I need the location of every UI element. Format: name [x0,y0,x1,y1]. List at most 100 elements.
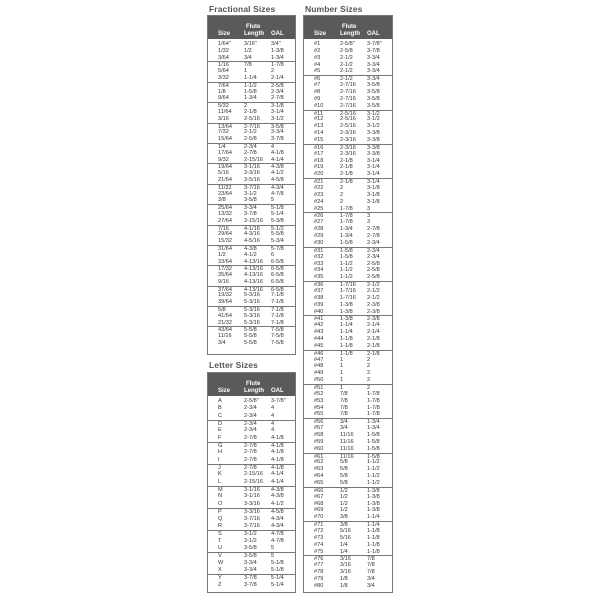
table-row: 17/64 2-7/8 4-1/8 [208,150,295,157]
cell-oal: 4-3/8 [271,487,284,494]
table-row: 35/64 4-13/16 6-5/8 [208,272,295,279]
cell-oal: 3-1/8 [367,198,380,205]
cell-oal: 2-3/8 [367,316,380,323]
table-row: #76 3/16 7/8 [304,555,392,562]
cell-oal: 4 [271,143,275,150]
cell-flute-length: 2-7/16 [244,123,260,130]
cell-size: #19 [314,164,324,171]
cell-size: #28 [314,226,324,233]
table-row: #69 1/2 1-3/8 [304,507,392,514]
cell-size: #14 [314,130,324,137]
header-length: Length [244,388,264,394]
cell-flute-length: 5-5/8 [244,327,257,334]
cell-size: #70 [314,514,324,521]
table-row: W 3-3/4 5-1/8 [208,560,295,567]
cell-size: 27/64 [218,217,232,224]
cell-size: 17/32 [218,266,232,273]
cell-oal: 3-5/8 [367,102,380,109]
table-row: 5/8 5-3/16 7-1/8 [208,306,295,313]
cell-oal: 3-1/8 [367,191,380,198]
table-row: #63 5/8 1-1/2 [304,466,392,473]
cell-flute-length: 1-7/8 [340,205,353,212]
cell-flute-length: 2-3/16 [340,144,356,151]
cell-flute-length: 1-7/8 [340,213,353,220]
fractional-sizes-table: Size Flute Length OAL 1/64" 3/16" 3/4" 1/32 1/2 1… [207,15,296,355]
cell-oal: 4-1/8 [271,449,284,456]
cell-flute-length: 2-15/16 [244,156,263,163]
cell-flute-length: 3/16 [340,556,351,563]
cell-flute-length: 1-1/4 [340,329,353,336]
cell-flute-length: 4-1/2 [244,251,257,258]
table-row: F 2-7/8 4-1/8 [208,435,295,442]
letter-sizes-table: Size Flute Length OAL A 2-5/8" 3-7/8" B 2-3/4 4 C 2… [207,372,296,593]
cell-oal: 3-3/4 [367,76,380,83]
cell-size: #15 [314,137,324,144]
cell-oal: 6-5/8 [271,272,284,279]
table-row: #35 1-1/2 2-5/8 [304,274,392,281]
table-row: #68 1/2 1-3/8 [304,501,392,508]
table-row: 7/64 1-1/2 2-5/8 [208,81,295,89]
cell-size: #35 [314,274,324,281]
table-row: #30 1-5/8 2-3/4 [304,240,392,247]
table-row: 43/64 5-5/8 7-5/8 [208,326,295,333]
cell-flute-length: 2-1/8 [244,108,257,115]
table-body: #1 2-5/8" 3-7/8" #2 2-5/8 3-7/8 #3 2-1/2 3-3/4 #4… [304,39,392,590]
table-row: 3/8 3-5/8 5 [208,197,295,204]
cell-oal: 7-5/8 [271,327,284,334]
table-row: E 2-3/4 4 [208,427,295,434]
cell-oal: 3-3/4 [367,68,380,75]
table-row: 23/64 3-1/2 4-7/8 [208,191,295,198]
table-row: #13 2-5/16 3-1/2 [304,123,392,130]
cell-flute-length: 3-1/2 [244,190,257,197]
cell-flute-length: 2-5/8" [244,398,259,404]
cell-flute-length: 3-5/8 [244,197,257,204]
table-row: B 2-3/4 4 [208,405,295,412]
cell-oal: 5-7/8 [271,245,284,252]
cell-flute-length: 1 [340,356,344,363]
cell-flute-length: 2 [244,103,248,110]
header-size: Size [218,388,231,394]
cell-oal: 5-1/8 [271,566,284,573]
cell-flute-length: 3/8 [340,514,348,521]
table-row: 1/2 4-1/2 6 [208,252,295,259]
table-row: 13/32 3-7/8 5-1/4 [208,211,295,218]
table-row: #10 2-7/16 3-5/8 [304,103,392,110]
cell-flute-length: 2-15/16 [244,478,263,485]
cell-oal: 7-1/8 [271,307,284,314]
cell-size: #9 [314,95,321,102]
cell-flute-length: 1-5/8 [340,253,353,260]
cell-size: #78 [314,569,324,576]
cell-size: #47 [314,356,324,363]
cell-size: 7/32 [218,129,229,136]
cell-flute-length: 2-5/16 [340,110,356,117]
fractional-sizes-title: Fractional Sizes [209,4,276,14]
table-row: #75 1/4 1-1/8 [304,549,392,556]
table-row: #34 1-1/2 2-5/8 [304,267,392,274]
cell-flute-length: 5/16 [340,534,351,541]
cell-flute-length: 4-13/16 [244,258,263,265]
cell-size: #12 [314,116,324,123]
table-row: 15/32 4-5/16 5-3/4 [208,238,295,245]
cell-oal: 1-1/4 [367,522,380,529]
table-row: 1/8 1-5/8 2-3/4 [208,89,295,96]
cell-size: S [218,531,222,538]
cell-flute-length: 2-15/16 [244,471,263,478]
cell-oal: 7-1/8 [271,299,284,306]
table-row: #29 1-3/4 2-7/8 [304,233,392,240]
table-row: #22 2 3-1/8 [304,185,392,192]
cell-oal: 7/8 [367,569,375,576]
cell-oal: 2 [367,377,371,384]
cell-flute-length: 11/16 [340,431,354,438]
cell-size: #79 [314,576,324,583]
cell-flute-length: 5/8 [340,459,348,466]
cell-size: 41/64 [218,312,232,319]
cell-oal: 1-1/2 [367,466,380,473]
cell-size: F [218,434,222,441]
cell-flute-length: 3-3/4 [244,559,257,566]
table-row: 31/64 4-3/8 5-7/8 [208,244,295,252]
cell-oal: 2-3/8 [367,301,380,308]
cell-size: 3/4 [218,340,226,347]
table-row: 9/64 1-3/4 2-7/8 [208,95,295,102]
cell-oal: 3 [367,205,371,212]
cell-oal: 4-7/8 [271,537,284,544]
